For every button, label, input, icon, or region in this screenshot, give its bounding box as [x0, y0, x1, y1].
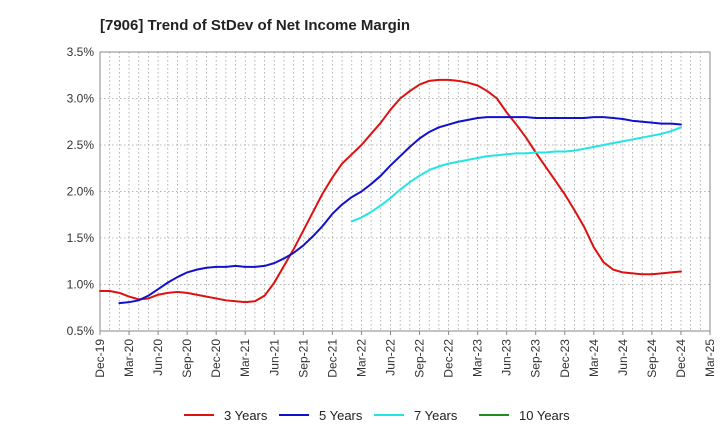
- legend: 3 Years 5 Years 7 Years 10 Years: [184, 408, 570, 423]
- series-line-3-years: [99, 78, 682, 304]
- x-tick-label: Mar-24: [587, 339, 601, 377]
- y-tick-label: 0.5%: [67, 324, 95, 338]
- legend-label: 7 Years: [414, 408, 458, 423]
- legend-label: 3 Years: [224, 408, 268, 423]
- series-line-7-years: [350, 126, 682, 223]
- legend-label: 10 Years: [519, 408, 570, 423]
- y-tick-label: 2.5%: [67, 138, 95, 152]
- legend-label: 5 Years: [319, 408, 363, 423]
- x-tick-label: Jun-20: [151, 339, 165, 376]
- y-tick-label: 3.0%: [67, 92, 95, 106]
- x-tick-label: Mar-20: [122, 339, 136, 377]
- x-tick-label: Sep-22: [413, 339, 427, 378]
- x-tick-label: Sep-24: [645, 339, 659, 378]
- x-tick-label: Mar-21: [238, 339, 252, 377]
- series-line-5-years: [118, 116, 682, 305]
- chart-title: [7906] Trend of StDev of Net Income Marg…: [100, 17, 410, 34]
- y-tick-label: 1.5%: [67, 231, 95, 245]
- grid: [99, 51, 711, 332]
- x-tick-label: Dec-20: [209, 339, 223, 378]
- x-tick-label: Jun-21: [267, 339, 281, 376]
- x-tick-label: Dec-23: [558, 339, 572, 378]
- plot-frame: [99, 51, 711, 332]
- x-tick-label: Mar-25: [703, 339, 717, 377]
- y-tick-label: 2.0%: [67, 185, 95, 199]
- series-lines: [99, 78, 682, 305]
- x-tick-label: Sep-20: [180, 339, 194, 378]
- x-tick-label: Mar-22: [354, 339, 368, 377]
- x-tick-label: Jun-24: [616, 339, 630, 376]
- x-tick-label: Dec-21: [325, 339, 339, 378]
- x-tick-label: Dec-22: [442, 339, 456, 378]
- x-tick-label: Dec-24: [674, 339, 688, 378]
- x-tick-label: Jun-22: [383, 339, 397, 376]
- x-tick-label: Mar-23: [471, 339, 485, 377]
- x-tick-label: Dec-19: [93, 339, 107, 378]
- x-tick-label: Jun-23: [500, 339, 514, 376]
- y-tick-label: 3.5%: [67, 45, 95, 59]
- y-tick-label: 1.0%: [67, 278, 95, 292]
- axes: 0.5% 1.0% 1.5% 2.0% 2.5% 3.0% 3.5% Dec-19 Mar-20…: [67, 45, 717, 378]
- x-tick-label: Sep-23: [529, 339, 543, 378]
- x-tick-label: Sep-21: [296, 339, 310, 378]
